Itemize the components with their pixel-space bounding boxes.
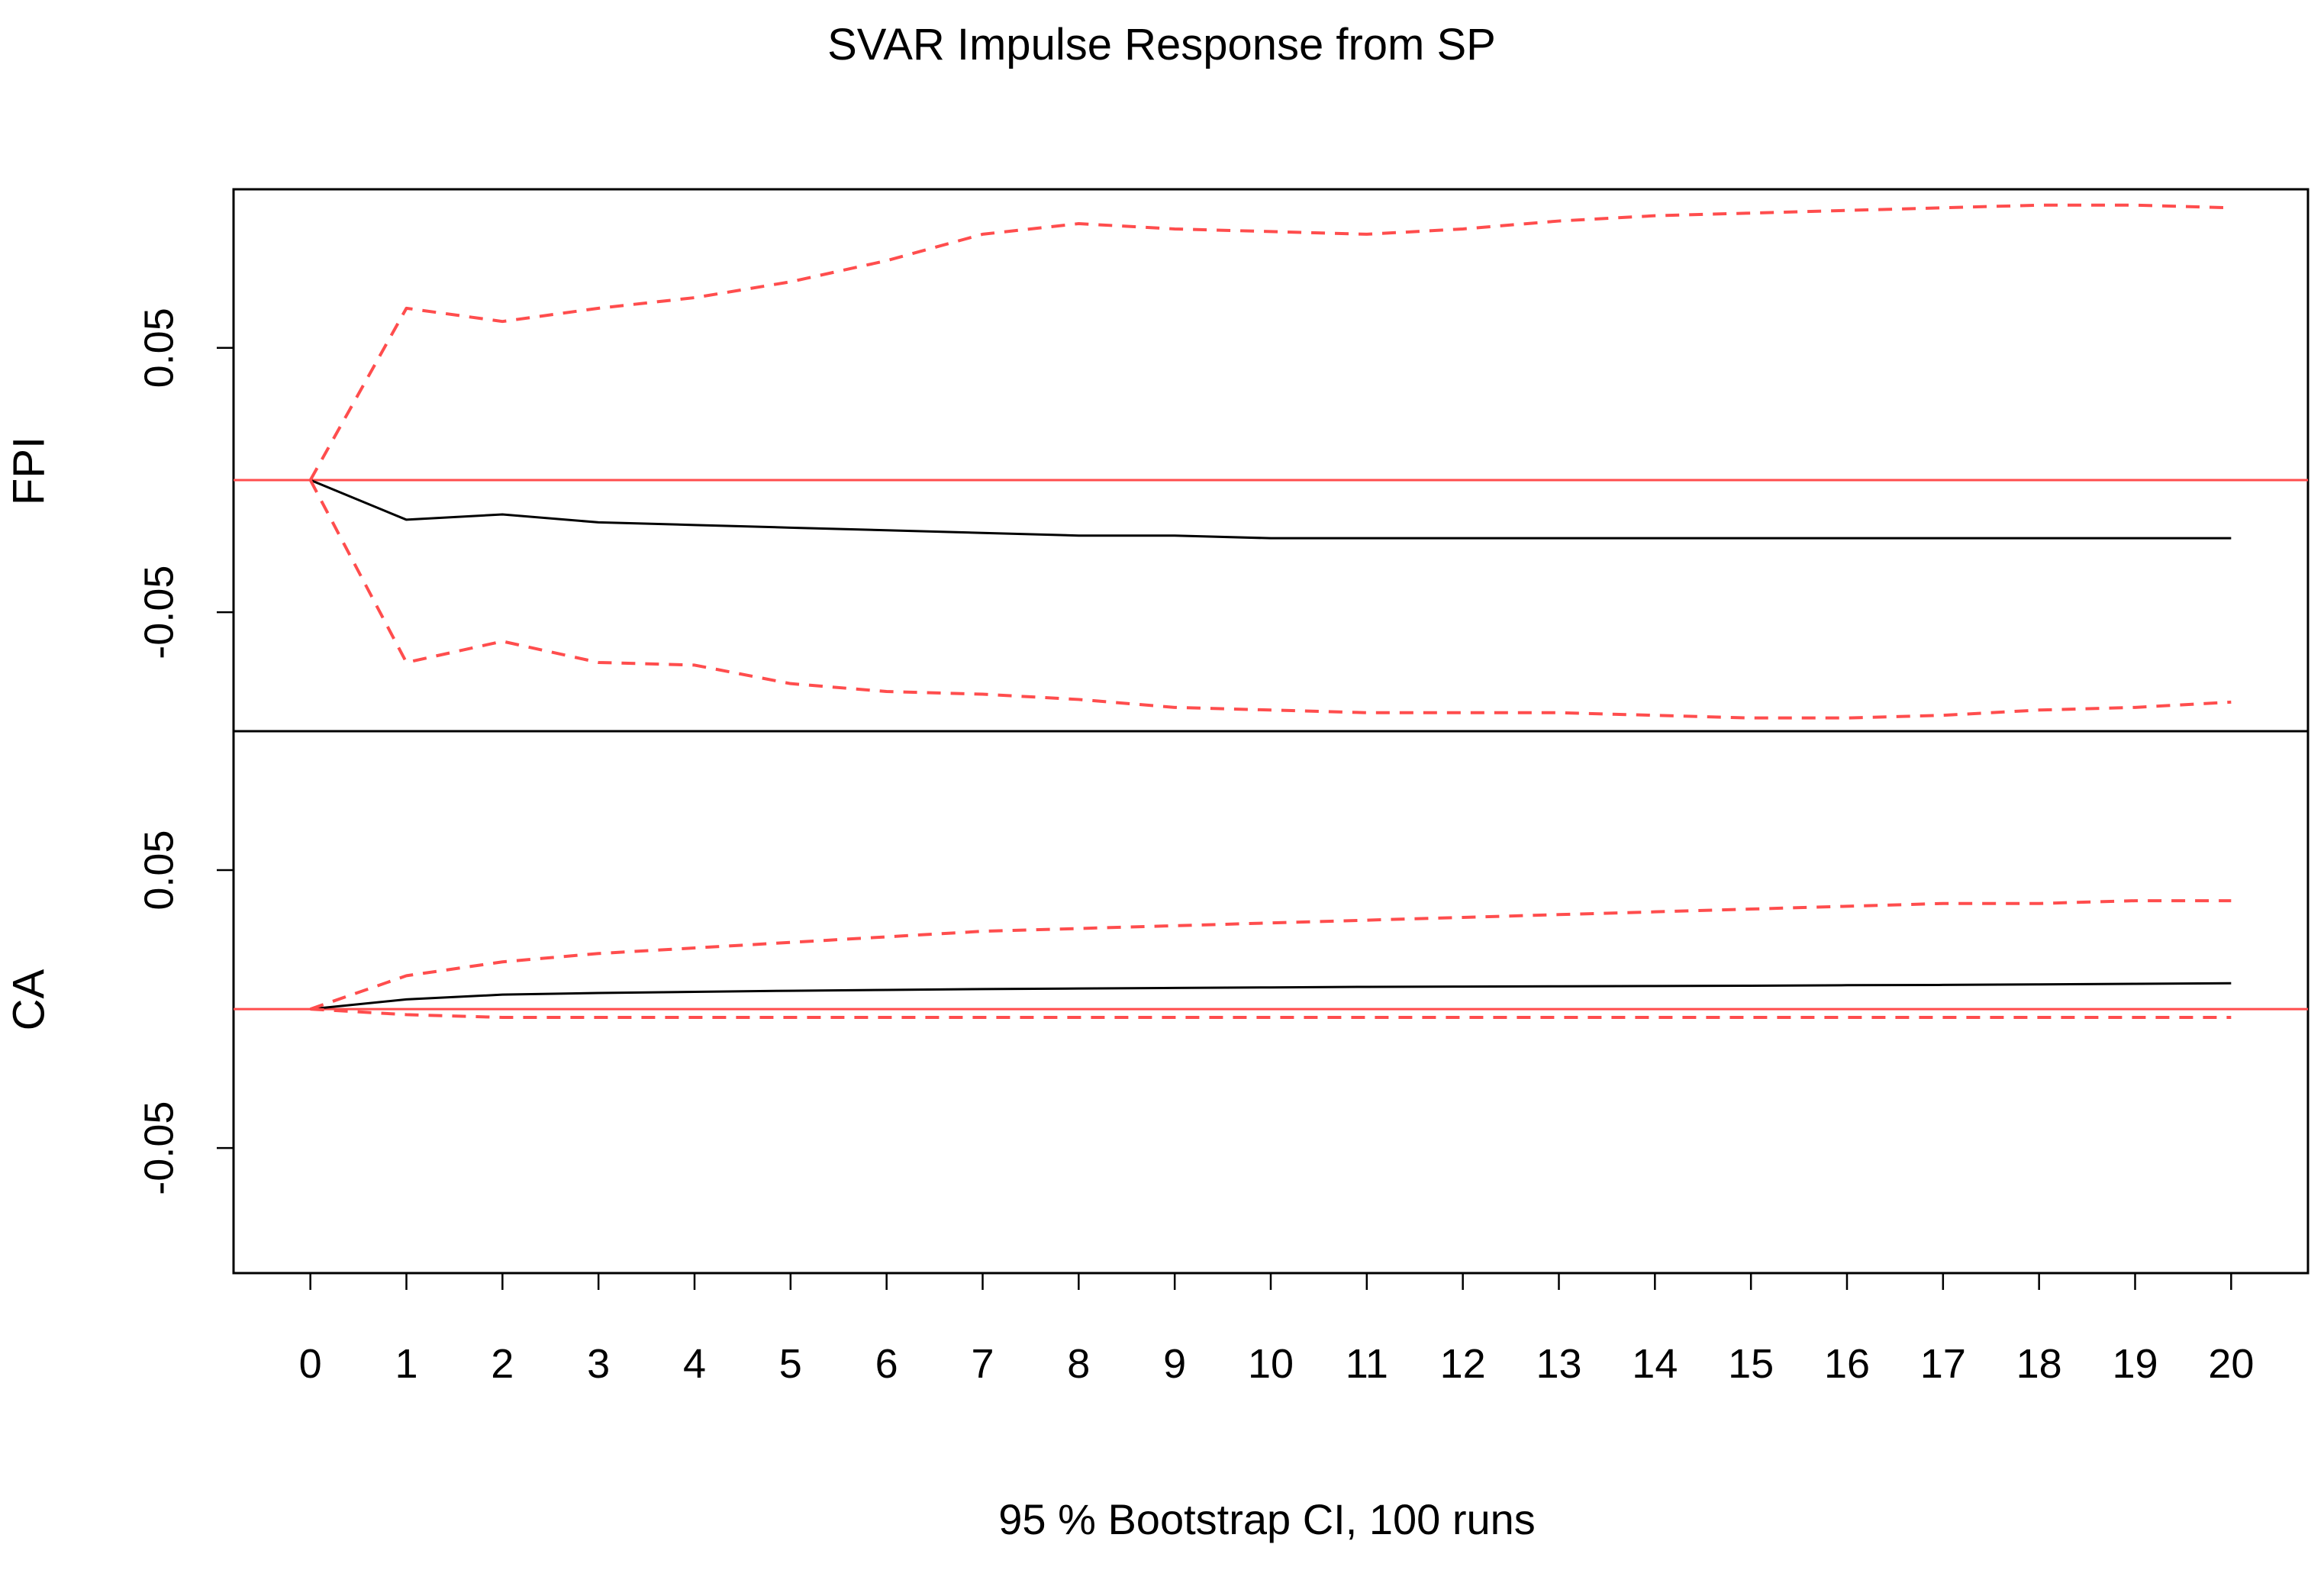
x-tick-label-16: 16 <box>1824 1341 1870 1387</box>
y-tick-label-panel-1-1: 0.05 <box>136 830 182 910</box>
series-line-panel-0-2 <box>308 479 2232 720</box>
y-tick-label-panel-1-0: -0.05 <box>136 1101 182 1195</box>
x-axis-layer: 0 1 2 3 4 5 6 7 8 9 10 11 12 13 14 15 16 17 18 19 20 <box>299 1273 2254 1387</box>
series-line-panel-1-2 <box>310 1007 2232 1020</box>
x-tick-label-10: 10 <box>1248 1341 1294 1387</box>
zero-lines <box>234 479 2308 1011</box>
series-layer <box>308 203 2232 1020</box>
x-tick-label-4: 4 <box>683 1341 706 1387</box>
x-tick-label-12: 12 <box>1440 1341 1486 1387</box>
x-tick-label-20: 20 <box>2208 1341 2254 1387</box>
x-tick-label-5: 5 <box>779 1341 802 1387</box>
x-tick-label-0: 0 <box>299 1341 322 1387</box>
y-axis-label-panel-1: CA <box>4 969 53 1031</box>
x-tick-label-7: 7 <box>971 1341 994 1387</box>
x-tick-label-17: 17 <box>1920 1341 1966 1387</box>
y-tick-label-panel-0-1: 0.05 <box>136 308 182 388</box>
x-tick-label-15: 15 <box>1728 1341 1774 1387</box>
x-axis-footer-label: 95 % Bootstrap CI, 100 runs <box>998 1495 1536 1543</box>
x-tick-label-13: 13 <box>1536 1341 1581 1387</box>
x-tick-label-1: 1 <box>395 1341 417 1387</box>
x-tick-label-3: 3 <box>587 1341 610 1387</box>
y-axis-label-panel-0: FPI <box>4 437 53 505</box>
x-tick-label-8: 8 <box>1067 1341 1090 1387</box>
y-tick-label-panel-0-0: -0.05 <box>136 566 182 659</box>
chart-title: SVAR Impulse Response from SP <box>827 20 1496 69</box>
series-line-panel-0-1 <box>308 203 2232 481</box>
y-axis-layer: -0.05 0.05 FPI -0.05 0.05 CA <box>4 308 234 1195</box>
x-tick-label-9: 9 <box>1163 1341 1186 1387</box>
series-line-panel-0-0 <box>310 479 2232 540</box>
x-tick-label-14: 14 <box>1632 1341 1678 1387</box>
series-line-panel-1-0 <box>310 982 2232 1011</box>
x-tick-label-18: 18 <box>2016 1341 2062 1387</box>
x-tick-label-19: 19 <box>2112 1341 2158 1387</box>
x-tick-label-6: 6 <box>875 1341 898 1387</box>
x-tick-label-11: 11 <box>1346 1341 1388 1387</box>
x-tick-label-2: 2 <box>491 1341 514 1387</box>
